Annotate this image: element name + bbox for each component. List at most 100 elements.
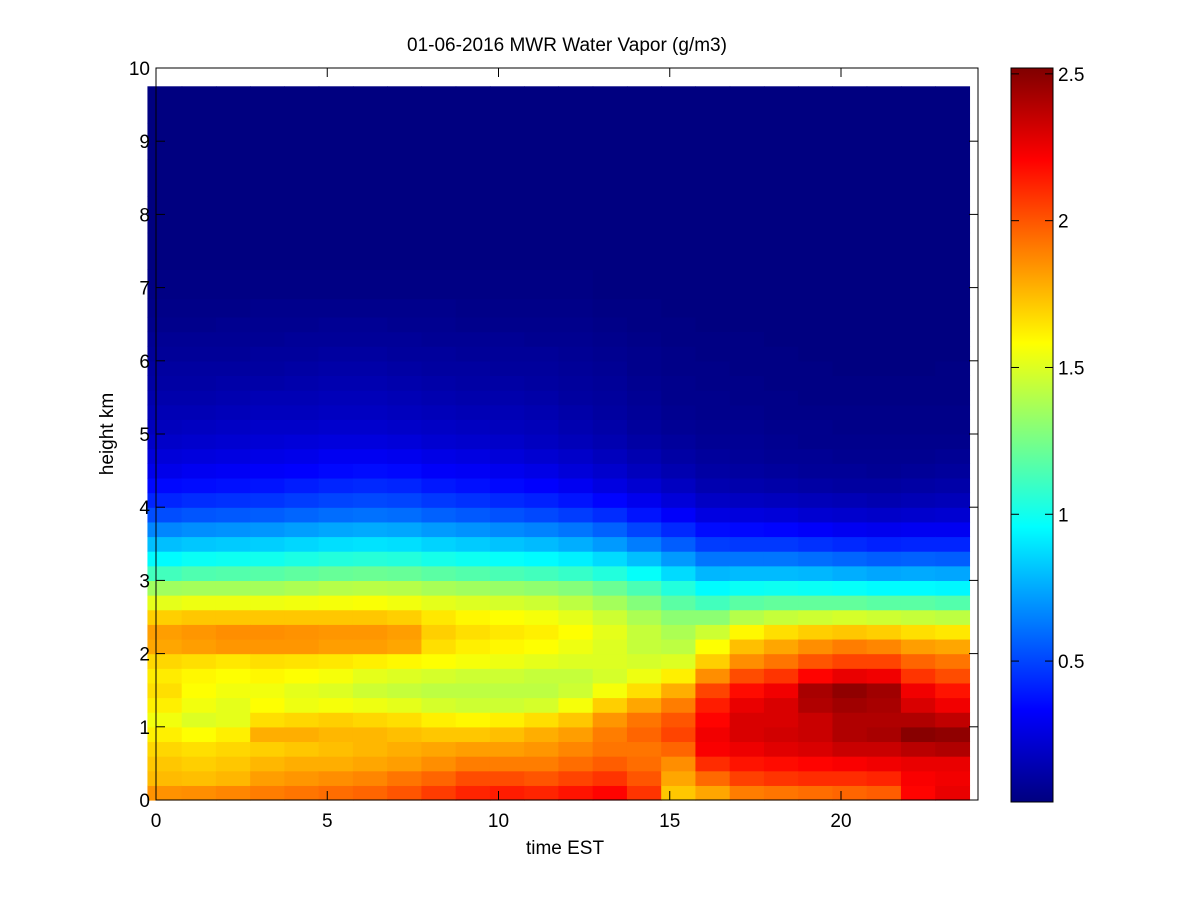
heatmap-cell [832,741,868,757]
y-tick-label: 1 [139,718,150,739]
heatmap-cell [250,682,286,699]
heatmap-cell [626,712,662,728]
heatmap-cell [250,404,286,420]
heatmap-cell [318,375,354,391]
heatmap-cell [524,463,560,479]
heatmap-cell [798,477,834,494]
heatmap-cell [866,269,902,300]
heatmap-cell [387,507,423,523]
heatmap-cell [215,196,251,234]
heatmap-cell [558,638,594,655]
heatmap-cell [763,232,799,270]
heatmap-cell [832,196,868,234]
heatmap-cell [626,316,662,333]
heatmap-cell [387,668,423,684]
heatmap-cell [215,682,251,699]
heatmap-cell [147,331,183,347]
heatmap-cell [387,726,423,743]
heatmap-cell [421,551,457,567]
heatmap-cell [352,477,388,494]
heatmap-cell [729,682,765,699]
colorbar-tick-label: 2.5 [1058,65,1084,86]
heatmap-cell [455,159,491,197]
heatmap-cell [661,712,697,728]
heatmap-cell [455,741,491,757]
y-axis-label: height km [97,393,118,475]
heatmap-cell [489,726,525,743]
heatmap-cell [626,624,662,640]
heatmap-cell [147,536,183,552]
heatmap-cell [387,331,423,347]
heatmap-cell [318,122,354,161]
heatmap-cell [935,419,971,435]
heatmap-cell [318,785,354,801]
heatmap-cell [626,463,662,479]
heatmap-cell [284,492,320,508]
heatmap-cell [489,448,525,464]
heatmap-cell [489,375,525,391]
heatmap-cell [661,159,697,197]
heatmap-cell [215,390,251,406]
heatmap-cell [215,434,251,450]
heatmap-cell [661,331,697,347]
heatmap-cell [147,653,183,669]
heatmap-cell [866,360,902,377]
heatmap-cell [729,785,765,801]
heatmap-cell [215,316,251,333]
heatmap-cell [147,682,183,699]
heatmap-cell [250,785,286,801]
heatmap-cell [695,331,731,347]
heatmap-cell [318,580,354,596]
heatmap-cell [935,232,971,270]
heatmap-cell [387,360,423,377]
x-axis-label: time EST [526,838,605,859]
heatmap-cell [181,521,217,538]
heatmap-cell [798,741,834,757]
heatmap-cell [352,390,388,406]
heatmap-cell [147,269,183,300]
heatmap-cell [900,404,936,420]
heatmap-cell [832,726,868,743]
heatmap-cell [489,346,525,362]
heatmap-cell [284,463,320,479]
heatmap-cell [215,346,251,362]
heatmap-cell [284,448,320,464]
heatmap-cell [729,448,765,464]
heatmap-cell [352,624,388,640]
heatmap-cell [798,375,834,391]
heatmap-cell [866,463,902,479]
heatmap-cell [421,86,457,124]
heatmap-cell [147,609,183,625]
heatmap-cell [900,375,936,391]
heatmap-cell [798,551,834,567]
heatmap-cell [763,159,799,197]
heatmap-cell [935,492,971,508]
heatmap-cell [250,697,286,713]
heatmap-cell [832,770,868,786]
heatmap-cell [558,726,594,743]
heatmap-cell [763,298,799,318]
heatmap-cell [215,507,251,523]
heatmap-cell [352,448,388,464]
heatmap-cell [763,580,799,596]
heatmap-cell [455,653,491,669]
heatmap-cell [147,477,183,494]
heatmap-cell [935,726,971,743]
heatmap-cell [626,346,662,362]
heatmap-cell [318,269,354,300]
heatmap-cell [489,697,525,713]
heatmap-cell [661,770,697,786]
heatmap-cell [352,463,388,479]
heatmap-cell [489,360,525,377]
heatmap-cell [284,638,320,655]
heatmap-cell [387,463,423,479]
heatmap-cell [661,565,697,581]
heatmap-cell [455,404,491,420]
heatmap-cell [592,653,628,669]
heatmap-cell [695,477,731,494]
heatmap-cell [284,624,320,640]
y-tick-label: 8 [139,205,150,226]
heatmap-cell [524,434,560,450]
heatmap-cell [798,122,834,161]
heatmap-cell [455,595,491,611]
